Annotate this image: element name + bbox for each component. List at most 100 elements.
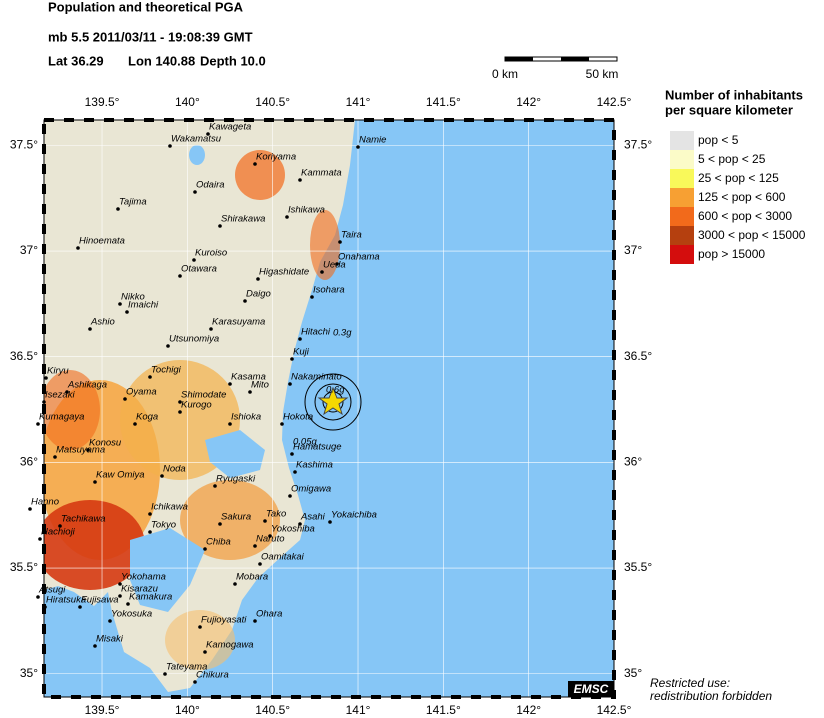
- city-label: Oyama: [126, 387, 157, 398]
- city-dot: [118, 582, 122, 586]
- city-label: Kamogawa: [206, 640, 254, 651]
- city-dot: [166, 344, 170, 348]
- city-dot: [338, 240, 342, 244]
- city-label: Naruto: [256, 534, 285, 545]
- city-dot: [126, 602, 130, 606]
- city-dot: [38, 537, 42, 541]
- city-dot: [42, 400, 46, 404]
- city-dot: [285, 215, 289, 219]
- city-label: Isezaki: [45, 390, 75, 401]
- city-label: Tako: [266, 509, 286, 520]
- city-label: Ohara: [256, 609, 282, 620]
- city-dot: [178, 400, 182, 404]
- city-label: Yokoshiba: [271, 524, 315, 535]
- y-tick-label: 36°: [624, 455, 642, 469]
- city-label: Kiryu: [47, 366, 69, 377]
- city-label: Ueda: [323, 260, 346, 271]
- city-dot: [88, 327, 92, 331]
- city-dot: [118, 302, 122, 306]
- city-dot: [43, 605, 47, 609]
- city-dot: [193, 680, 197, 684]
- legend-swatch: [670, 131, 694, 150]
- city-dot: [298, 337, 302, 341]
- city-label: Ishioka: [231, 412, 261, 423]
- city-dot: [86, 448, 90, 452]
- y-tick-label: 37.5°: [624, 138, 652, 152]
- city-dot: [93, 644, 97, 648]
- city-label: Daigo: [246, 289, 271, 300]
- city-dot: [125, 310, 129, 314]
- city-label: Nikko: [121, 292, 145, 303]
- city-label: Taira: [341, 230, 362, 241]
- city-dot: [76, 246, 80, 250]
- legend-label: 600 < pop < 3000: [698, 209, 792, 223]
- city-label: Matsuyama: [56, 445, 105, 456]
- city-label: Konosu: [89, 438, 122, 449]
- city-label: Kashima: [296, 460, 333, 471]
- city-label: Higashidate: [259, 267, 309, 278]
- city-dot: [178, 410, 182, 414]
- lon: Lon 140.88: [128, 53, 195, 68]
- legend-label: 3000 < pop < 15000: [698, 228, 806, 242]
- legend-swatch: [670, 207, 694, 226]
- city-dot: [298, 522, 302, 526]
- city-label: Hamatsuge: [293, 442, 342, 453]
- city-dot: [290, 357, 294, 361]
- city-dot: [133, 422, 137, 426]
- city-dot: [78, 605, 82, 609]
- city-label: Noda: [163, 464, 186, 475]
- city-dot: [53, 455, 57, 459]
- city-label: Onahama: [338, 252, 380, 263]
- city-label: Ashio: [90, 317, 115, 328]
- city-dot: [288, 494, 292, 498]
- x-tick-label: 142.5°: [597, 95, 632, 109]
- x-tick-label: 141.5°: [426, 703, 461, 717]
- legend-swatch: [670, 188, 694, 207]
- city-label: Utsunomiya: [169, 334, 219, 345]
- legend-swatch: [670, 245, 694, 264]
- city-label: Hanno: [31, 497, 59, 508]
- city-label: Tochigi: [151, 365, 182, 376]
- epicenter: [304, 373, 362, 431]
- city-label: Kaw Omiya: [96, 470, 145, 481]
- city-dot: [148, 375, 152, 379]
- city-dot: [178, 274, 182, 278]
- city-dot: [228, 382, 232, 386]
- legend-title: Number of inhabitants: [665, 87, 803, 102]
- city-dot: [263, 519, 267, 523]
- city-label: Hachioji: [41, 527, 76, 538]
- y-tick-label: 35.5°: [624, 560, 652, 574]
- city-label: Tateyama: [166, 662, 207, 673]
- city-dot: [218, 224, 222, 228]
- city-dot: [253, 162, 257, 166]
- city-dot: [335, 262, 339, 266]
- city-label: Shimodate: [181, 390, 226, 401]
- scale-bar: [504, 56, 618, 62]
- city-label: Wakamatsu: [171, 134, 222, 145]
- city-dot: [209, 327, 213, 331]
- city-label: Fujisawa: [81, 595, 119, 606]
- city-dot: [192, 258, 196, 262]
- city-label: Kuroiso: [195, 248, 227, 259]
- city-label: Hinoemata: [79, 236, 125, 247]
- city-label: Atsugi: [38, 585, 66, 596]
- city-label: Otawara: [181, 264, 217, 275]
- logo: EMSC: [574, 682, 609, 696]
- city-dot: [44, 376, 48, 380]
- city-label: Kuji: [293, 347, 310, 358]
- city-label: Chikura: [196, 670, 229, 681]
- city-dot: [206, 132, 210, 136]
- city-label: Hitachi: [301, 327, 331, 338]
- city-label: Nakaminato: [291, 372, 342, 383]
- x-tick-label: 139.5°: [85, 703, 120, 717]
- city-dot: [288, 382, 292, 386]
- city-dot: [268, 534, 272, 538]
- city-dot: [228, 422, 232, 426]
- city-label: Tokyo: [151, 520, 176, 531]
- city-dot: [148, 512, 152, 516]
- city-label: Ryugaski: [216, 474, 256, 485]
- city-label: Ichikawa: [151, 502, 188, 513]
- x-tick-label: 140°: [175, 703, 200, 717]
